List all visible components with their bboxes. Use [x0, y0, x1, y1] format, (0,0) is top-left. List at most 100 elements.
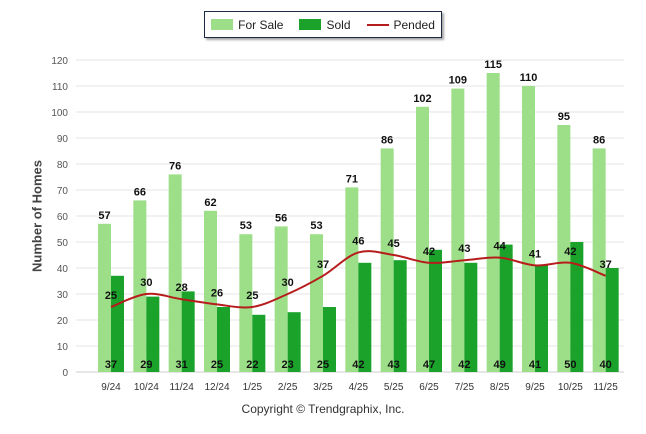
label-for-sale: 53: [310, 220, 322, 232]
y-tick-label: 30: [57, 290, 69, 301]
pended-series-line[interactable]: [110, 250, 607, 309]
legend-item-pended[interactable]: Pended: [366, 17, 435, 32]
bars: [98, 73, 619, 373]
x-axis-ticks: 9/24 10/24 11/24 12/24 1/25 2/25 3/25 4/25 5/25 6…: [101, 382, 618, 393]
y-tick-label: 110: [52, 82, 68, 93]
x-tick-label: 10/25: [558, 382, 583, 393]
legend-item-sold[interactable]: Sold: [299, 18, 351, 32]
sold-swatch: [299, 19, 322, 30]
bar-sold[interactable]: [252, 314, 266, 372]
for-sale-swatch: [211, 19, 234, 30]
bar-for-sale[interactable]: [522, 86, 535, 372]
label-pended: 26: [211, 287, 223, 299]
label-for-sale: 57: [98, 210, 110, 222]
label-sold: 47: [423, 359, 435, 371]
bar-for-sale[interactable]: [98, 223, 111, 372]
x-tick-label: 10/24: [134, 382, 159, 393]
bar-for-sale[interactable]: [204, 210, 217, 372]
label-for-sale: 115: [484, 59, 502, 71]
label-pended: 25: [105, 290, 117, 302]
bar-sold[interactable]: [464, 262, 478, 372]
y-tick-label: 70: [57, 186, 69, 197]
x-tick-label: 8/25: [490, 382, 510, 393]
y-tick-label: 80: [57, 160, 69, 171]
bar-sold[interactable]: [570, 242, 584, 372]
x-tick-label: 2/25: [278, 382, 298, 393]
bar-sold[interactable]: [535, 265, 548, 372]
x-tick-label: 12/24: [204, 382, 229, 393]
x-tick-label: 6/25: [419, 382, 439, 393]
label-for-sale: 66: [134, 186, 146, 198]
label-sold: 42: [352, 359, 364, 371]
label-pended: 42: [423, 246, 435, 258]
x-tick-label: 9/24: [101, 382, 121, 393]
label-pended: 28: [176, 282, 188, 294]
label-sold: 41: [529, 359, 541, 371]
bar-for-sale[interactable]: [380, 148, 394, 372]
x-tick-label: 5/25: [384, 382, 404, 393]
bar-for-sale[interactable]: [416, 106, 429, 373]
data-labels: 57 37 66 29 76 31 62 25 53 22 56 23 53 25 71 42 86 43 102 4…: [98, 59, 611, 371]
label-pended: 44: [494, 241, 507, 253]
pended-line: [110, 250, 607, 309]
label-pended: 30: [282, 277, 294, 289]
bar-sold[interactable]: [393, 260, 407, 372]
label-sold: 42: [458, 359, 470, 371]
bar-for-sale[interactable]: [557, 125, 571, 372]
label-sold: 22: [246, 359, 258, 371]
bar-sold[interactable]: [146, 296, 160, 372]
bar-for-sale[interactable]: [486, 73, 500, 372]
bar-for-sale[interactable]: [310, 234, 323, 372]
label-pended: 37: [317, 259, 329, 271]
bar-for-sale[interactable]: [239, 234, 253, 372]
bar-sold[interactable]: [217, 307, 230, 372]
y-axis-title: Number of Homes: [29, 160, 45, 272]
bar-for-sale[interactable]: [345, 187, 359, 372]
label-for-sale: 71: [346, 173, 358, 185]
label-pended: 43: [458, 243, 470, 255]
bar-for-sale[interactable]: [133, 200, 147, 372]
x-tick-label: 7/25: [455, 382, 475, 393]
label-pended: 45: [388, 238, 400, 250]
label-sold: 40: [600, 359, 612, 371]
bar-sold[interactable]: [605, 268, 619, 372]
x-tick-label: 11/24: [170, 382, 195, 393]
label-pended: 37: [600, 259, 612, 271]
legend-item-for-sale[interactable]: For Sale: [211, 18, 283, 32]
bar-for-sale[interactable]: [274, 226, 288, 372]
bar-for-sale[interactable]: [592, 148, 606, 372]
y-tick-label: 120: [51, 56, 68, 67]
label-sold: 23: [282, 359, 294, 371]
label-pended: 25: [246, 290, 258, 302]
label-sold: 43: [388, 359, 400, 371]
legend-pended-label: Pended: [393, 17, 435, 32]
bar-for-sale[interactable]: [168, 174, 182, 372]
label-pended: 30: [140, 277, 152, 289]
label-pended: 42: [564, 246, 576, 258]
bar-sold[interactable]: [287, 312, 301, 372]
bar-sold[interactable]: [429, 249, 442, 372]
legend-for-sale-label: For Sale: [238, 17, 284, 32]
label-sold: 49: [494, 359, 506, 371]
bar-for-sale[interactable]: [451, 88, 465, 372]
bar-sold[interactable]: [111, 275, 124, 372]
label-sold: 50: [564, 359, 576, 371]
label-sold: 37: [105, 359, 117, 371]
label-for-sale: 86: [381, 134, 393, 146]
pended-swatch: [366, 23, 389, 26]
label-sold: 31: [176, 359, 188, 371]
bar-sold[interactable]: [323, 307, 336, 372]
label-for-sale: 76: [169, 160, 181, 172]
y-axis-ticks: 0 10 20 30 40 50 60 70 80 90 100 110 120: [51, 56, 68, 379]
y-tick-label: 100: [51, 108, 68, 119]
bar-sold[interactable]: [499, 244, 513, 372]
label-for-sale: 110: [520, 72, 538, 84]
x-tick-label: 9/25: [525, 382, 545, 393]
y-tick-label: 20: [57, 316, 69, 327]
bar-sold[interactable]: [181, 291, 195, 372]
y-tick-label: 60: [57, 212, 69, 223]
bar-sold[interactable]: [358, 262, 372, 372]
label-for-sale: 53: [240, 220, 252, 232]
y-tick-label: 40: [57, 264, 69, 275]
